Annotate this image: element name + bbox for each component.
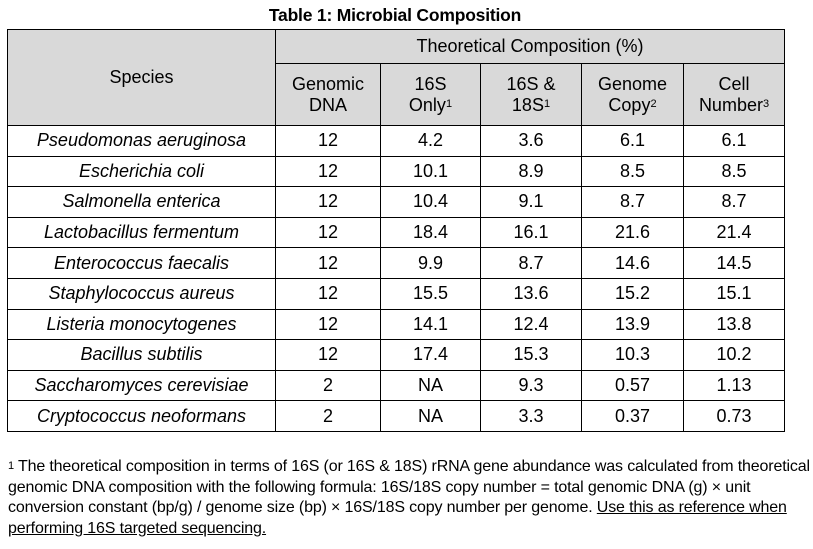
column-header-footnote-ref: 1 — [445, 97, 453, 110]
table-row: Saccharomyces cerevisiae 2 NA 9.3 0.57 1.13 — [7, 369, 786, 402]
species-cell: Staphylococcus aureus — [7, 277, 276, 310]
value-cell: 0.73 — [682, 400, 786, 432]
value-cell: 8.7 — [682, 186, 786, 218]
value-cell: 15.5 — [380, 277, 481, 310]
species-cell: Bacillus subtilis — [7, 339, 276, 371]
value-cell: 21.6 — [581, 216, 684, 249]
table-row: Enterococcus faecalis 12 9.9 8.7 14.6 14.5 — [7, 247, 786, 279]
value-cell: 12 — [275, 125, 381, 157]
species-cell: Cryptococcus neoformans — [7, 400, 276, 432]
column-header: 16S & 18S1 — [480, 63, 582, 126]
species-cell: Pseudomonas aeruginosa — [7, 125, 276, 157]
column-header: Genomic DNA — [275, 63, 381, 126]
footnote-text: The theoretical composition in terms of … — [8, 458, 810, 517]
value-cell: 8.7 — [480, 247, 582, 279]
theoretical-composition-header: Theoretical Composition (%) — [274, 29, 786, 64]
value-cell: 3.6 — [480, 125, 582, 157]
column-header-line2: 18S — [511, 94, 544, 115]
table-row: Salmonella enterica 12 10.4 9.1 8.7 8.7 — [7, 186, 786, 218]
value-cell: 13.8 — [682, 308, 786, 341]
species-cell: Salmonella enterica — [7, 186, 276, 218]
value-cell: 2 — [275, 369, 381, 402]
column-header-line2: Copy — [608, 94, 651, 115]
value-cell: 15.2 — [581, 277, 684, 310]
column-header: Cell Number3 — [682, 63, 786, 126]
table-row: Pseudomonas aeruginosa 12 4.2 3.6 6.1 6.1 — [7, 125, 786, 157]
column-header: Genome Copy2 — [581, 63, 684, 126]
table-row: Cryptococcus neoformans 2 NA 3.3 0.37 0.73 — [7, 400, 786, 432]
value-cell: 12 — [275, 186, 381, 218]
column-header-footnote-ref: 2 — [650, 97, 657, 110]
value-cell: 6.1 — [682, 125, 786, 157]
value-cell: 9.1 — [480, 186, 582, 218]
column-header-line2: Only — [408, 94, 446, 115]
value-cell: 10.2 — [682, 339, 786, 371]
value-cell: 8.9 — [480, 155, 582, 188]
column-header-footnote-ref: 3 — [762, 97, 770, 110]
value-cell: 15.1 — [682, 277, 786, 310]
value-cell: 18.4 — [380, 216, 481, 249]
species-cell: Escherichia coli — [7, 155, 276, 188]
column-header-line2: Number — [698, 94, 763, 115]
value-cell: 13.9 — [581, 308, 684, 341]
value-cell: 10.1 — [380, 155, 481, 188]
column-header-footnote-ref: 1 — [543, 97, 551, 110]
footnote-marker: 1 — [8, 460, 14, 472]
table-title: Table 1: Microbial Composition — [268, 5, 522, 25]
value-cell: 14.6 — [581, 247, 684, 279]
column-header-line2: DNA — [308, 94, 347, 115]
value-cell: 3.3 — [480, 400, 582, 432]
value-cell: 8.5 — [581, 155, 684, 188]
value-cell: 4.2 — [380, 125, 481, 157]
value-cell: 13.6 — [480, 277, 582, 310]
footnote-reference-note: Use this as reference when performing 16… — [8, 499, 787, 537]
value-cell: NA — [380, 400, 481, 432]
table-row: Bacillus subtilis 12 17.4 15.3 10.3 10.2 — [7, 339, 786, 371]
table-row: Listeria monocytogenes 12 14.1 12.4 13.9 13.8 — [7, 308, 786, 341]
value-cell: 16.1 — [480, 216, 582, 249]
column-header-line1: 16S & — [506, 73, 556, 94]
species-cell: Lactobacillus fermentum — [7, 216, 276, 249]
value-cell: 8.7 — [581, 186, 684, 218]
value-cell: 9.9 — [380, 247, 481, 279]
column-header-line1: Genomic — [291, 73, 365, 94]
table-row: Lactobacillus fermentum 12 18.4 16.1 21.6 21.… — [7, 216, 786, 249]
value-cell: 21.4 — [682, 216, 786, 249]
species-cell: Saccharomyces cerevisiae — [7, 369, 276, 402]
value-cell: 1.13 — [682, 369, 786, 402]
value-cell: 14.5 — [682, 247, 786, 279]
value-cell: 0.37 — [581, 400, 684, 432]
value-cell: 14.1 — [380, 308, 481, 341]
microbial-composition-table: Species Theoretical Composition (%) Geno… — [7, 29, 786, 432]
value-cell: 10.4 — [380, 186, 481, 218]
value-cell: 15.3 — [480, 339, 582, 371]
value-cell: 8.5 — [682, 155, 786, 188]
value-cell: 12 — [275, 277, 381, 310]
value-cell: 9.3 — [480, 369, 582, 402]
value-cell: 12 — [275, 339, 381, 371]
table-row: Escherichia coli 12 10.1 8.9 8.5 8.5 — [7, 155, 786, 188]
value-cell: 12 — [275, 155, 381, 188]
value-cell: 12.4 — [480, 308, 582, 341]
value-cell: 17.4 — [380, 339, 481, 371]
species-cell: Listeria monocytogenes — [7, 308, 276, 341]
value-cell: 12 — [275, 308, 381, 341]
column-header-line1: Genome — [597, 73, 668, 94]
value-cell: 6.1 — [581, 125, 684, 157]
column-header-line1: Cell — [718, 73, 750, 94]
column-header: 16S Only1 — [380, 63, 481, 126]
species-cell: Enterococcus faecalis — [7, 247, 276, 279]
column-header-line1: 16S — [414, 73, 447, 94]
species-header: Species — [7, 29, 276, 126]
value-cell: 10.3 — [581, 339, 684, 371]
value-cell: 2 — [275, 400, 381, 432]
value-cell: 12 — [275, 247, 381, 279]
footnote: 1 The theoretical composition in terms o… — [8, 457, 813, 539]
value-cell: 12 — [275, 216, 381, 249]
value-cell: NA — [380, 369, 481, 402]
table-row: Staphylococcus aureus 12 15.5 13.6 15.2 15.1 — [7, 277, 786, 310]
value-cell: 0.57 — [581, 369, 684, 402]
